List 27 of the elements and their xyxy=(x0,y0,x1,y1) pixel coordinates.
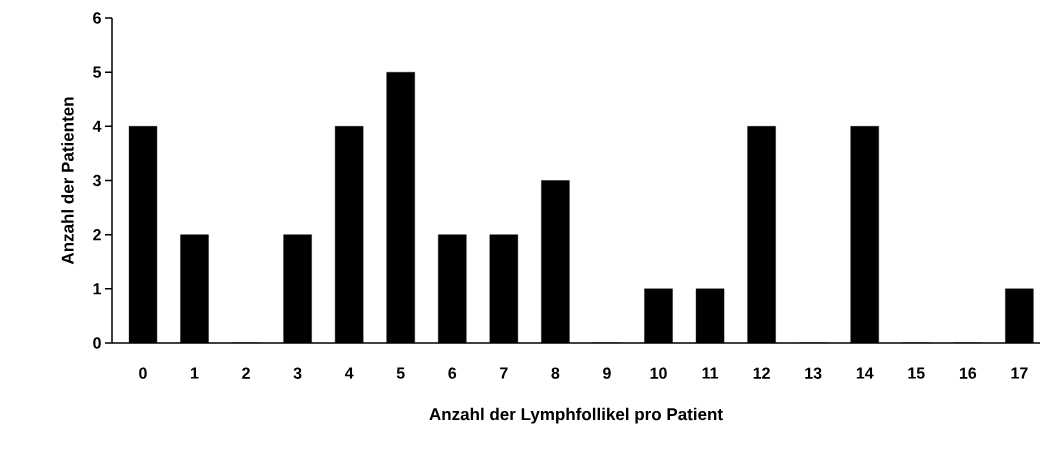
x-tick-label: 6 xyxy=(448,367,457,379)
y-tick-label: 1 xyxy=(93,283,102,295)
x-tick-label: 9 xyxy=(603,367,611,379)
y-tick-label: 5 xyxy=(93,66,102,78)
x-tick-label: 0 xyxy=(139,367,147,379)
x-tick-label: 11 xyxy=(702,367,719,379)
x-tick-label: 15 xyxy=(908,367,925,379)
y-tick-label: 3 xyxy=(92,174,101,187)
y-tick-label: 4 xyxy=(92,120,102,132)
x-tick-label: 17 xyxy=(1011,367,1028,379)
x-tick-label: 3 xyxy=(293,367,302,379)
y-tick-label: 2 xyxy=(93,229,101,241)
x-tick-label: 2 xyxy=(242,367,250,379)
x-tick-label: 5 xyxy=(396,367,405,379)
x-tick-label: 1 xyxy=(191,367,199,379)
x-axis-title: Anzahl der Lymphfollikel pro Patient xyxy=(429,407,723,424)
x-tick-label: 7 xyxy=(500,367,508,379)
x-tick-label: 8 xyxy=(551,367,560,379)
x-tick-label: 10 xyxy=(650,367,667,379)
y-tick-label: 0 xyxy=(93,337,101,349)
x-tick-label: 14 xyxy=(856,367,874,379)
x-tick-label: 12 xyxy=(753,367,770,379)
x-tick-label: 13 xyxy=(805,367,822,379)
y-axis-title: Anzahl der Patienten xyxy=(61,97,74,265)
x-tick-label: 16 xyxy=(959,367,977,379)
x-tick-label: 4 xyxy=(344,367,354,379)
y-tick-label: 6 xyxy=(93,12,101,24)
